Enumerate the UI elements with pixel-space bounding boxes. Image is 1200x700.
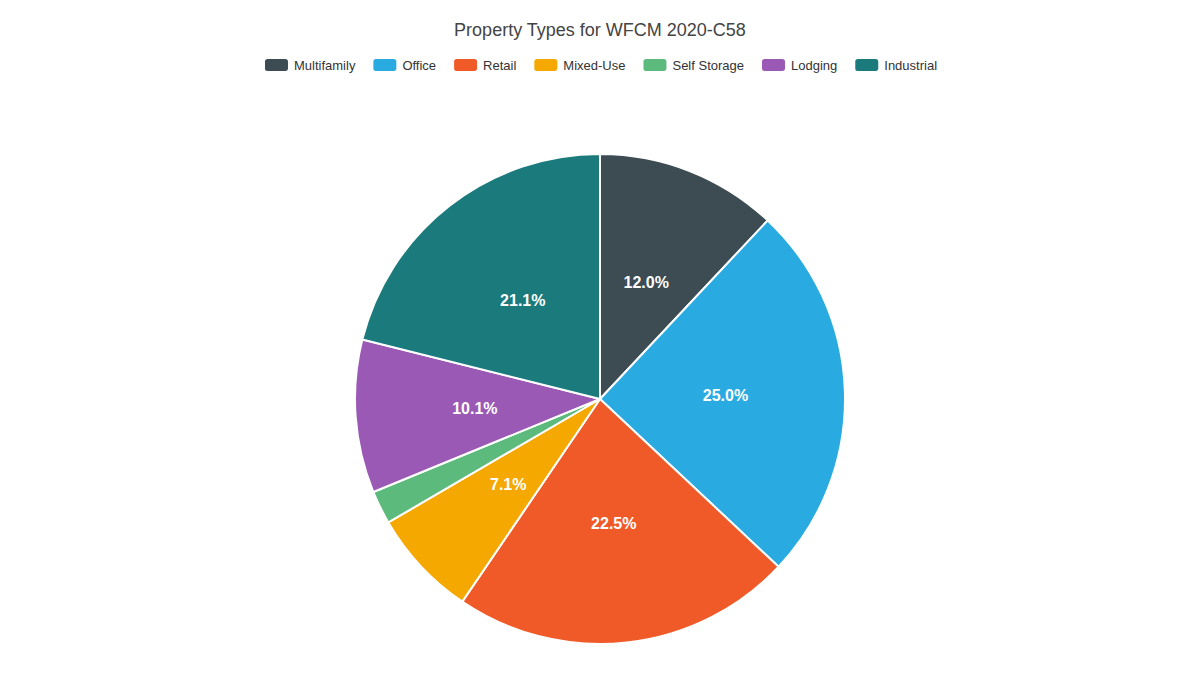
svg-text:Office: Office	[402, 58, 436, 73]
svg-text:Multifamily: Multifamily	[294, 58, 356, 73]
svg-text:21.1%: 21.1%	[500, 292, 545, 309]
svg-text:10.1%: 10.1%	[452, 400, 497, 417]
svg-text:7.1%: 7.1%	[490, 476, 526, 493]
svg-text:22.5%: 22.5%	[591, 515, 636, 532]
svg-text:Mixed-Use: Mixed-Use	[563, 58, 625, 73]
svg-text:Lodging: Lodging	[791, 58, 837, 73]
svg-text:Self Storage: Self Storage	[672, 58, 744, 73]
svg-text:Property Types for WFCM 2020-C: Property Types for WFCM 2020-C58	[454, 20, 746, 40]
svg-text:Retail: Retail	[483, 58, 516, 73]
svg-text:12.0%: 12.0%	[624, 274, 669, 291]
svg-text:Industrial: Industrial	[884, 58, 937, 73]
svg-text:25.0%: 25.0%	[703, 387, 748, 404]
